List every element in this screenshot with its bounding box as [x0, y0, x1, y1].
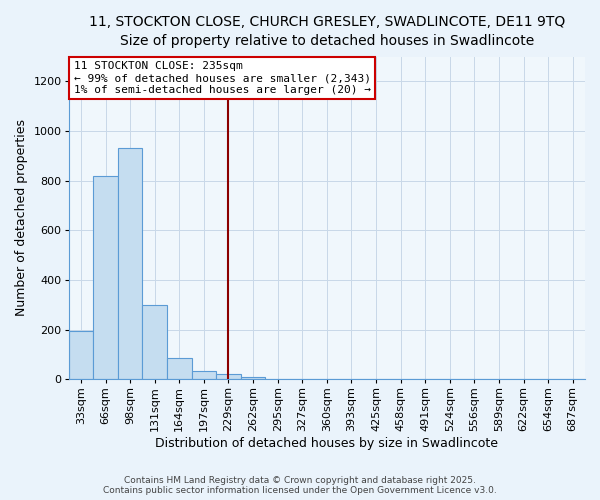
- X-axis label: Distribution of detached houses by size in Swadlincote: Distribution of detached houses by size …: [155, 437, 499, 450]
- Text: 11 STOCKTON CLOSE: 235sqm
← 99% of detached houses are smaller (2,343)
1% of sem: 11 STOCKTON CLOSE: 235sqm ← 99% of detac…: [74, 62, 371, 94]
- Bar: [241, 377, 265, 380]
- Bar: [93, 176, 118, 380]
- Bar: [68, 331, 93, 380]
- Bar: [216, 374, 241, 380]
- Text: Contains HM Land Registry data © Crown copyright and database right 2025.
Contai: Contains HM Land Registry data © Crown c…: [103, 476, 497, 495]
- Bar: [142, 305, 167, 380]
- Bar: [191, 370, 216, 380]
- Bar: [118, 148, 142, 380]
- Title: 11, STOCKTON CLOSE, CHURCH GRESLEY, SWADLINCOTE, DE11 9TQ
Size of property relat: 11, STOCKTON CLOSE, CHURCH GRESLEY, SWAD…: [89, 15, 565, 48]
- Y-axis label: Number of detached properties: Number of detached properties: [15, 120, 28, 316]
- Bar: [167, 358, 191, 380]
